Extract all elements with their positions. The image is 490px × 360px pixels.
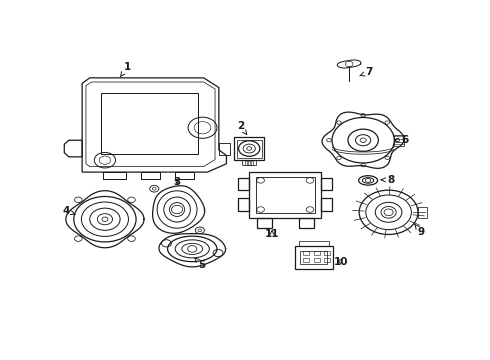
Bar: [175, 172, 194, 179]
Bar: [238, 177, 249, 190]
Bar: [248, 161, 250, 165]
Text: 4: 4: [62, 206, 75, 216]
Bar: [298, 218, 314, 228]
Bar: [257, 218, 272, 228]
Bar: [300, 251, 327, 264]
Bar: [321, 177, 332, 190]
Bar: [256, 177, 315, 213]
Bar: [238, 198, 249, 211]
Text: 1: 1: [120, 62, 131, 77]
Bar: [245, 161, 247, 165]
Text: 9: 9: [415, 224, 425, 237]
Bar: [321, 198, 332, 211]
Text: 6: 6: [394, 135, 409, 145]
Bar: [314, 258, 320, 262]
Text: 10: 10: [334, 257, 349, 267]
Bar: [324, 258, 330, 262]
Text: 11: 11: [265, 229, 279, 239]
Bar: [418, 207, 427, 218]
Bar: [101, 93, 198, 154]
Text: 2: 2: [237, 121, 247, 135]
Bar: [303, 251, 309, 255]
Bar: [243, 160, 256, 165]
Bar: [314, 251, 320, 255]
Bar: [298, 242, 329, 246]
Bar: [237, 140, 262, 158]
Bar: [303, 258, 309, 262]
Text: 3: 3: [173, 177, 181, 187]
Bar: [103, 172, 126, 179]
Text: 7: 7: [360, 67, 372, 77]
Bar: [251, 161, 253, 165]
Bar: [141, 172, 160, 179]
Bar: [324, 251, 330, 255]
Text: 8: 8: [381, 175, 394, 185]
Bar: [394, 135, 404, 146]
Bar: [249, 172, 321, 218]
Text: 5: 5: [195, 258, 205, 270]
Bar: [295, 246, 333, 269]
